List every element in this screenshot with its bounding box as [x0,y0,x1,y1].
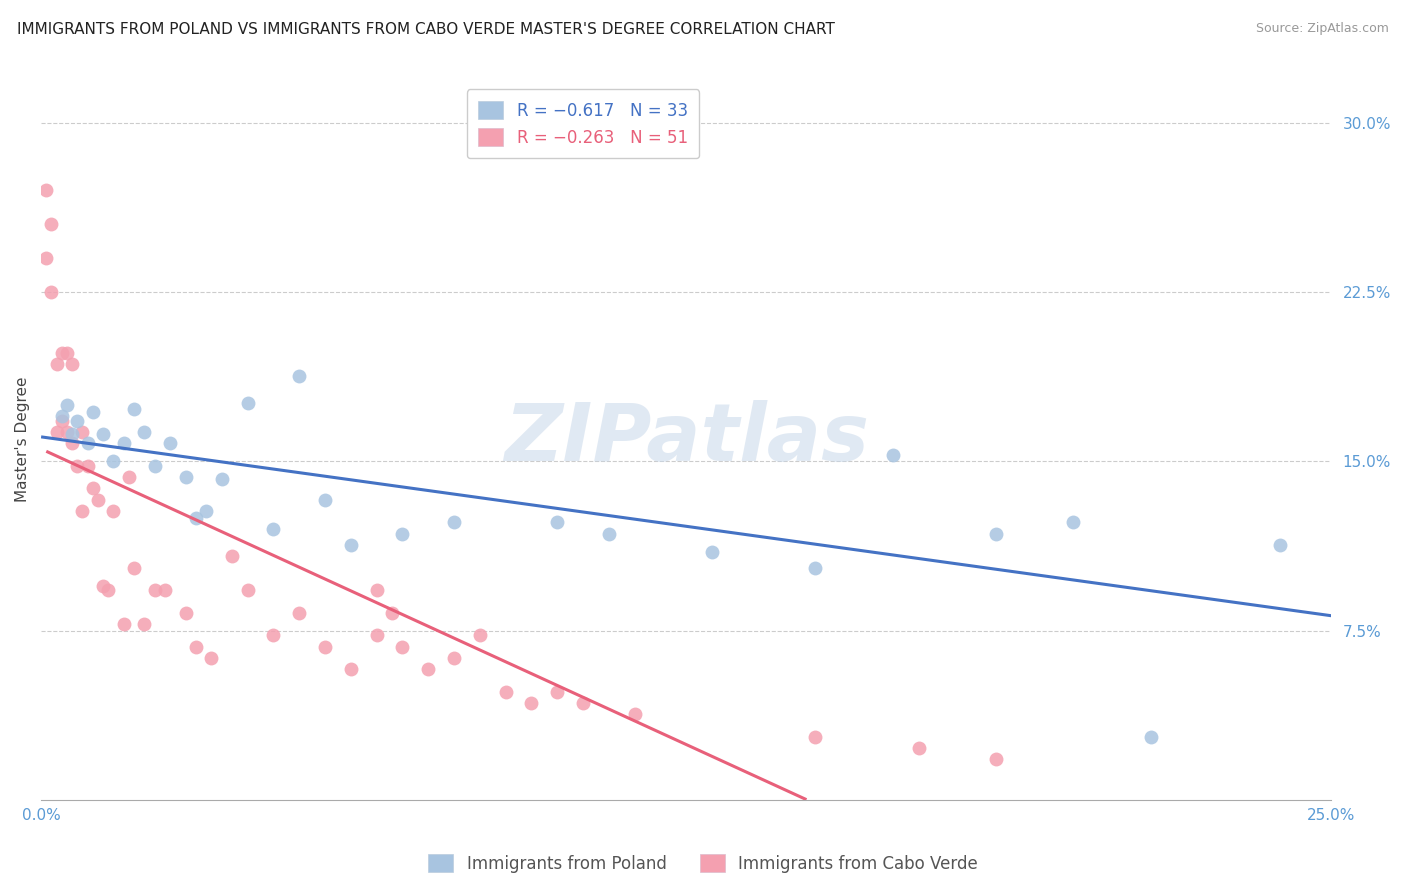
Point [1268,538,1291,552]
Point [195,504,218,518]
Point [118,470,141,484]
Point [984,752,1007,766]
Point [236,395,259,409]
Point [91,427,114,442]
Point [66,414,89,428]
Point [174,470,197,484]
Point [56,398,79,412]
Point [262,522,284,536]
Point [339,662,361,676]
Point [288,606,311,620]
Point [60,357,83,371]
Point [134,425,156,439]
Point [41,217,63,231]
Point [82,482,104,496]
Point [804,730,827,744]
Point [804,560,827,574]
Legend: R = −0.617   N = 33, R = −0.263   N = 51: R = −0.617 N = 33, R = −0.263 N = 51 [467,89,699,159]
Point [134,617,156,632]
Point [122,402,145,417]
Point [314,640,336,654]
Point [122,560,145,574]
Point [82,405,104,419]
Point [66,458,89,473]
Point [112,436,135,450]
Point [546,516,568,530]
Point [103,504,125,518]
Point [41,285,63,299]
Point [339,538,361,552]
Point [443,516,465,530]
Point [87,492,110,507]
Point [381,606,404,620]
Point [366,583,388,598]
Legend: Immigrants from Poland, Immigrants from Cabo Verde: Immigrants from Poland, Immigrants from … [422,847,984,880]
Point [984,526,1007,541]
Point [623,707,645,722]
Point [159,436,181,450]
Text: ZIPatlas: ZIPatlas [503,400,869,478]
Point [184,640,207,654]
Point [35,183,58,197]
Point [143,458,166,473]
Point [112,617,135,632]
Point [174,606,197,620]
Point [495,684,517,698]
Point [221,549,243,564]
Point [76,458,98,473]
Point [314,492,336,507]
Point [60,436,83,450]
Text: IMMIGRANTS FROM POLAND VS IMMIGRANTS FROM CABO VERDE MASTER'S DEGREE CORRELATION: IMMIGRANTS FROM POLAND VS IMMIGRANTS FRO… [17,22,835,37]
Point [51,409,73,424]
Point [45,357,67,371]
Point [153,583,176,598]
Point [60,427,83,442]
Point [1139,730,1161,744]
Point [236,583,259,598]
Point [443,651,465,665]
Point [45,425,67,439]
Point [103,454,125,468]
Point [200,651,222,665]
Point [546,684,568,698]
Point [211,472,233,486]
Point [56,346,79,360]
Point [262,628,284,642]
Point [91,578,114,592]
Point [418,662,440,676]
Point [51,346,73,360]
Point [184,511,207,525]
Text: Source: ZipAtlas.com: Source: ZipAtlas.com [1256,22,1389,36]
Point [76,436,98,450]
Point [520,696,543,710]
Point [97,583,120,598]
Point [72,504,94,518]
Point [143,583,166,598]
Point [288,368,311,383]
Point [598,526,620,541]
Point [907,741,929,756]
Point [51,414,73,428]
Point [572,696,595,710]
Point [700,545,723,559]
Point [468,628,491,642]
Point [391,640,413,654]
Point [391,526,413,541]
Point [56,425,79,439]
Point [366,628,388,642]
Point [882,448,904,462]
Point [1062,516,1084,530]
Y-axis label: Master's Degree: Master's Degree [15,376,30,501]
Point [72,425,94,439]
Point [35,251,58,265]
